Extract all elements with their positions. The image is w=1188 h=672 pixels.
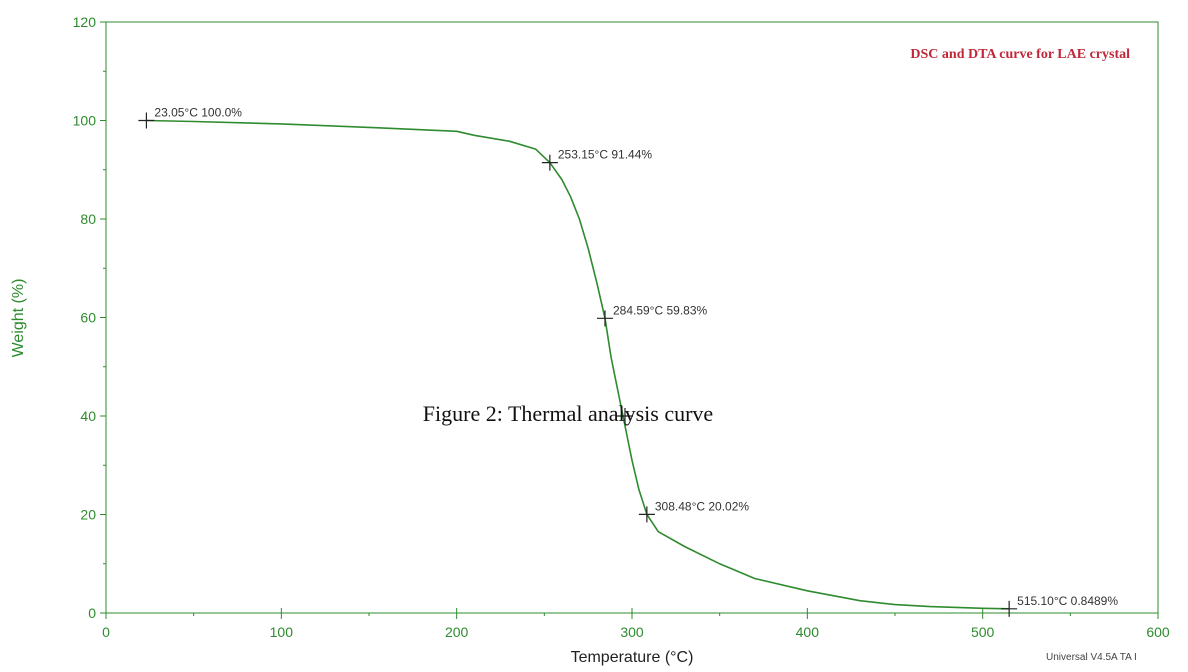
x-tick-label: 100	[270, 624, 294, 640]
chart-title: DSC and DTA curve for LAE crystal	[910, 47, 1130, 62]
x-tick-label: 600	[1146, 624, 1170, 640]
y-tick-label: 0	[88, 605, 96, 621]
x-tick-label: 200	[445, 624, 469, 640]
curve-layer	[146, 119, 1010, 610]
y-tick-label: 80	[80, 211, 96, 227]
weight-curve	[146, 119, 1010, 610]
axes-layer: 0 100 200 300 400 500 600 0 20 40 60 80 100 120	[73, 14, 1170, 640]
y-tick-label: 40	[80, 408, 96, 424]
x-tick-label: 400	[796, 624, 820, 640]
y-tick-label: 100	[73, 113, 97, 129]
marker-label: 515.10°C 0.8489%	[1017, 594, 1118, 608]
marker-label: 308.48°C 20.02%	[655, 499, 750, 513]
x-tick-label: 500	[971, 624, 995, 640]
plot-frame	[105, 21, 1159, 614]
x-tick-label: 0	[102, 624, 110, 640]
y-tick-label: 120	[73, 14, 97, 30]
figure-caption: Figure 2: Thermal analysis curve	[423, 401, 713, 426]
y-tick-label: 20	[80, 507, 96, 523]
x-axis-title: Temperature (°C)	[571, 649, 694, 666]
y-axis-title: Weight (%)	[10, 279, 27, 358]
x-tick-label: 300	[620, 624, 644, 640]
footer-label: Universal V4.5A TA I	[1046, 652, 1137, 663]
marker-label: 284.59°C 59.83%	[613, 303, 708, 317]
marker-layer: 23.05°C 100.0% 253.15°C 91.44% 284.59°C 59…	[138, 106, 1118, 617]
marker-label: 253.15°C 91.44%	[558, 148, 653, 162]
marker-label: 23.05°C 100.0%	[154, 106, 242, 120]
y-tick-label: 60	[80, 310, 96, 326]
